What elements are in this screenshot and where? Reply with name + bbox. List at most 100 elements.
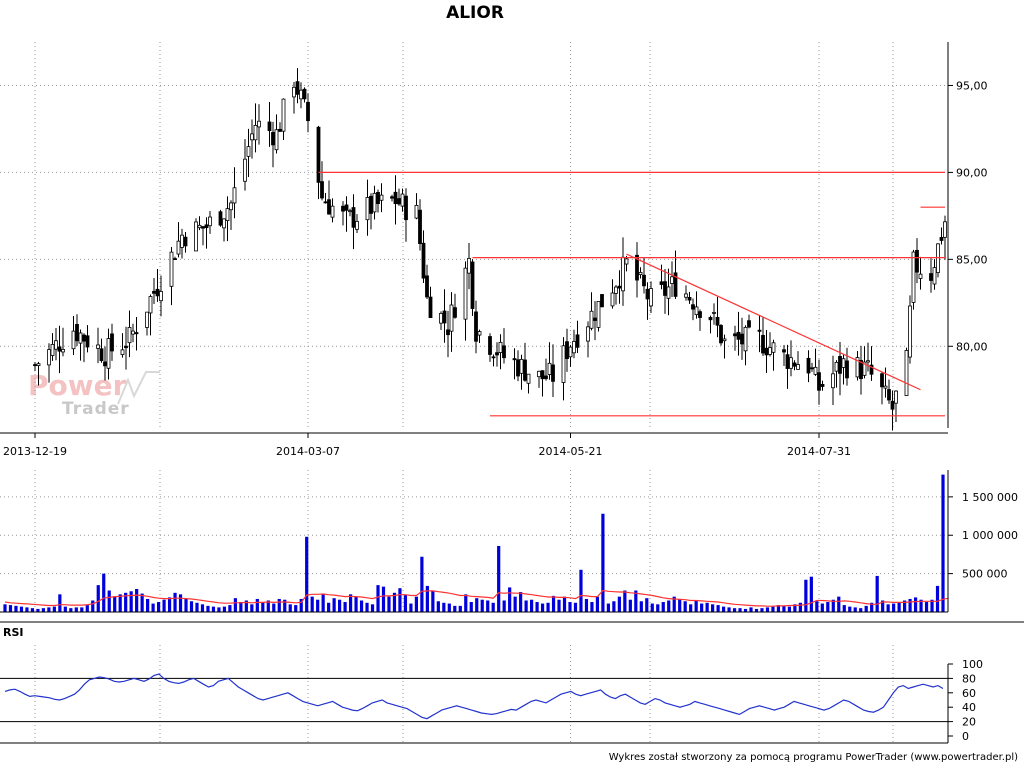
candle-body-up bbox=[670, 276, 674, 284]
volume-bar bbox=[738, 608, 742, 612]
candle-body-up bbox=[208, 216, 212, 227]
candle-body-down bbox=[687, 296, 692, 301]
volume-bar bbox=[480, 599, 484, 612]
volume-bar bbox=[881, 600, 885, 612]
candle bbox=[180, 228, 184, 259]
volume-bar bbox=[645, 598, 649, 612]
volume-bar bbox=[398, 588, 402, 612]
volume-bar bbox=[25, 607, 29, 612]
volume-bar bbox=[52, 606, 56, 612]
candle-body-up bbox=[78, 332, 83, 344]
volume-y-tick-label: 500 000 bbox=[962, 568, 1008, 581]
candle bbox=[439, 311, 443, 331]
candle bbox=[243, 139, 247, 191]
candle bbox=[428, 286, 433, 318]
candle-body-down bbox=[869, 364, 874, 375]
candle-body-up bbox=[498, 341, 503, 353]
price-x-ticks: 2013-12-19 2014-03-07 2014-05-21 2014-07-31 bbox=[3, 433, 851, 458]
volume-bar bbox=[546, 602, 550, 612]
volume-bar bbox=[217, 607, 221, 612]
candle-body-up bbox=[908, 305, 912, 358]
candle bbox=[589, 292, 594, 331]
logo-swoosh-icon bbox=[117, 371, 160, 405]
candle-body-up bbox=[257, 120, 261, 128]
candle bbox=[764, 329, 769, 374]
candle-body-down bbox=[201, 226, 205, 229]
candle bbox=[698, 309, 702, 331]
volume-bar bbox=[96, 585, 100, 612]
price-y-tick-label: 90,00 bbox=[956, 166, 988, 179]
candle-body-up bbox=[813, 366, 818, 375]
candle bbox=[694, 291, 699, 319]
candle bbox=[740, 317, 744, 360]
candle bbox=[596, 301, 601, 332]
volume-bar bbox=[771, 606, 775, 612]
candle bbox=[96, 327, 100, 364]
volume-bar bbox=[579, 569, 583, 612]
candle-body-down bbox=[82, 334, 86, 342]
candle-body-up bbox=[246, 146, 251, 157]
candle-body-up bbox=[932, 267, 937, 285]
candle bbox=[99, 338, 104, 363]
volume-bar bbox=[551, 595, 556, 612]
candle-body-down bbox=[110, 333, 114, 352]
volume-bar bbox=[892, 603, 896, 612]
candle bbox=[33, 361, 37, 372]
volume-bar bbox=[475, 598, 479, 612]
volume-bar bbox=[782, 605, 786, 612]
candle-body-up bbox=[120, 349, 125, 356]
candle bbox=[855, 350, 860, 381]
candle bbox=[666, 268, 671, 316]
candle-body-up bbox=[379, 194, 384, 201]
volume-bar bbox=[617, 596, 621, 612]
candle bbox=[267, 102, 272, 147]
candle-body-up bbox=[36, 363, 41, 366]
volume-bar bbox=[250, 604, 254, 612]
candle bbox=[894, 390, 898, 423]
candle-body-up bbox=[568, 346, 573, 358]
candle-body-down bbox=[810, 367, 814, 370]
candle-body-up bbox=[250, 133, 254, 141]
candle bbox=[474, 300, 478, 354]
candle bbox=[134, 317, 139, 351]
candle bbox=[733, 325, 737, 351]
candle bbox=[813, 348, 818, 376]
candle-body-down bbox=[512, 358, 517, 361]
candle bbox=[908, 295, 912, 364]
volume-bar bbox=[129, 591, 133, 612]
candle bbox=[904, 347, 909, 396]
candle-body-down bbox=[491, 356, 496, 359]
volume-bar bbox=[524, 600, 528, 612]
candle-body-up bbox=[232, 187, 237, 204]
candle-body-up bbox=[943, 221, 947, 238]
candle bbox=[883, 367, 888, 398]
volume-bar bbox=[793, 604, 797, 612]
candle bbox=[782, 345, 786, 367]
candle bbox=[810, 362, 814, 372]
volume-bar bbox=[601, 513, 605, 612]
candle bbox=[586, 321, 590, 358]
volume-bar bbox=[233, 598, 237, 612]
volume-bar bbox=[436, 601, 440, 612]
candle-body-up bbox=[477, 331, 482, 336]
volume-bar bbox=[36, 608, 40, 612]
volume-bar bbox=[848, 606, 852, 612]
candle bbox=[526, 373, 531, 394]
volume-bar bbox=[146, 598, 150, 612]
candle-body-up bbox=[71, 330, 76, 350]
candle bbox=[757, 315, 762, 353]
volume-bar bbox=[244, 600, 248, 612]
volume-bar bbox=[365, 602, 369, 612]
candle-body-down bbox=[890, 400, 895, 410]
candle-body-up bbox=[145, 311, 149, 328]
candle-body-down bbox=[488, 336, 492, 355]
candle-body-up bbox=[589, 310, 594, 329]
volume-bar bbox=[683, 601, 687, 612]
candle-body-up bbox=[638, 271, 643, 275]
candle bbox=[131, 323, 135, 343]
candle bbox=[54, 328, 58, 361]
candle bbox=[369, 193, 373, 230]
candle-body-down bbox=[747, 320, 751, 328]
candle-body-down bbox=[351, 207, 356, 228]
volume-bar bbox=[727, 607, 731, 612]
